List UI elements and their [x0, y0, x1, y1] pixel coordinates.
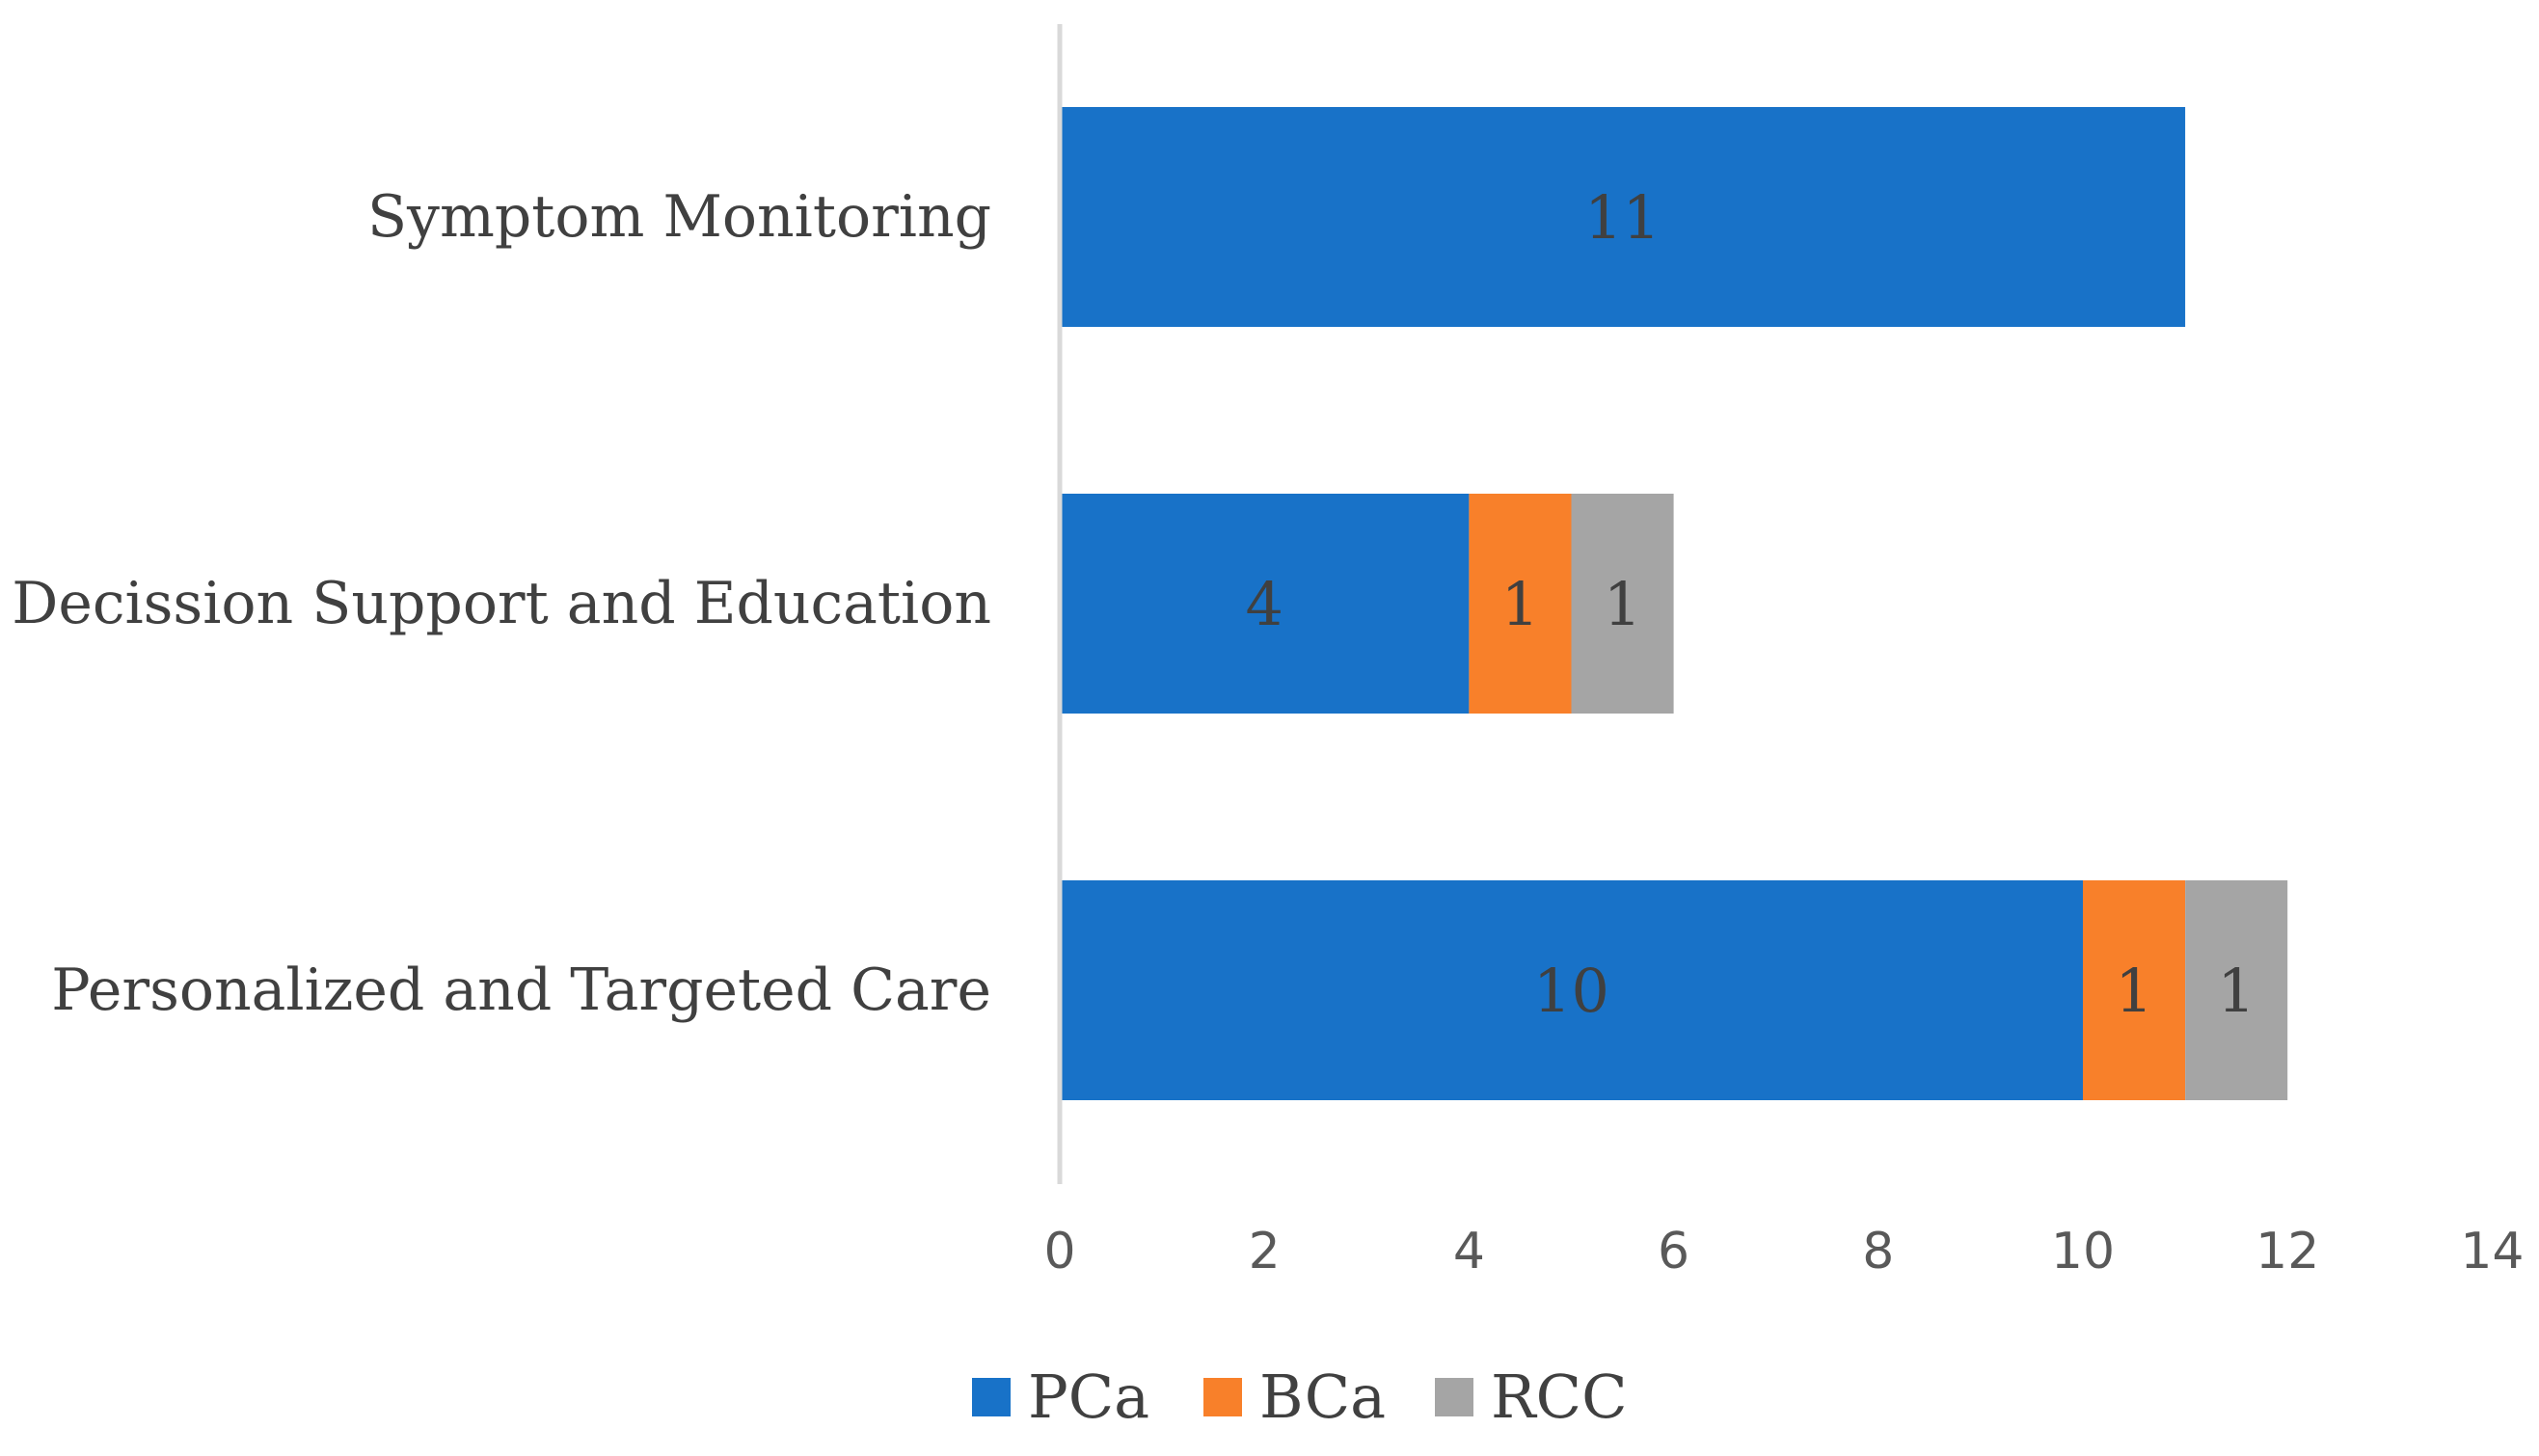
bars-layer	[1060, 107, 2288, 1100]
data-label: 1	[2115, 956, 2152, 1026]
legend-swatch-bca	[1203, 1378, 1242, 1416]
data-label: 10	[1533, 956, 1609, 1026]
data-label: 1	[2217, 956, 2255, 1026]
bar-rcc	[2185, 880, 2288, 1100]
legend-label-pca: PCa	[1028, 1362, 1149, 1432]
bar-bca	[1469, 494, 1572, 714]
legend-swatch-pca	[972, 1378, 1011, 1416]
legend-swatch-rcc	[1435, 1378, 1473, 1416]
category-label: Personalized and Targeted Care	[51, 957, 991, 1024]
x-tick-label: 0	[1043, 1223, 1075, 1281]
bar-bca	[2083, 880, 2186, 1100]
data-label: 4	[1245, 569, 1283, 639]
bar-pca	[1060, 107, 2186, 327]
bar-rcc	[1571, 494, 1674, 714]
x-tick-label: 6	[1658, 1223, 1689, 1281]
legend-label-rcc: RCC	[1491, 1362, 1628, 1432]
data-label: 1	[1501, 569, 1539, 639]
data-label: 11	[1584, 182, 1661, 253]
x-tick-label: 10	[2051, 1223, 2115, 1281]
bar-pca	[1060, 880, 2083, 1100]
x-axis-tick-labels: 0 2 4 6 8 10 12 14	[1043, 1223, 2524, 1281]
category-label: Symptom Monitoring	[367, 183, 991, 251]
category-label: Decission Support and Education	[12, 570, 991, 637]
data-labels: 114 1 110 1 1	[1245, 182, 2255, 1026]
data-label: 1	[1604, 569, 1641, 639]
legend-label-bca: BCa	[1259, 1362, 1386, 1432]
legend: PCa BCa RCC	[972, 1362, 1628, 1432]
x-tick-label: 8	[1862, 1223, 1894, 1281]
x-tick-label: 14	[2460, 1223, 2524, 1281]
x-tick-label: 4	[1453, 1223, 1485, 1281]
x-tick-label: 12	[2255, 1223, 2319, 1281]
x-tick-label: 2	[1249, 1223, 1281, 1281]
bar-pca	[1060, 494, 1470, 714]
category-labels: Symptom Monitoring Decission Support and …	[12, 183, 991, 1024]
